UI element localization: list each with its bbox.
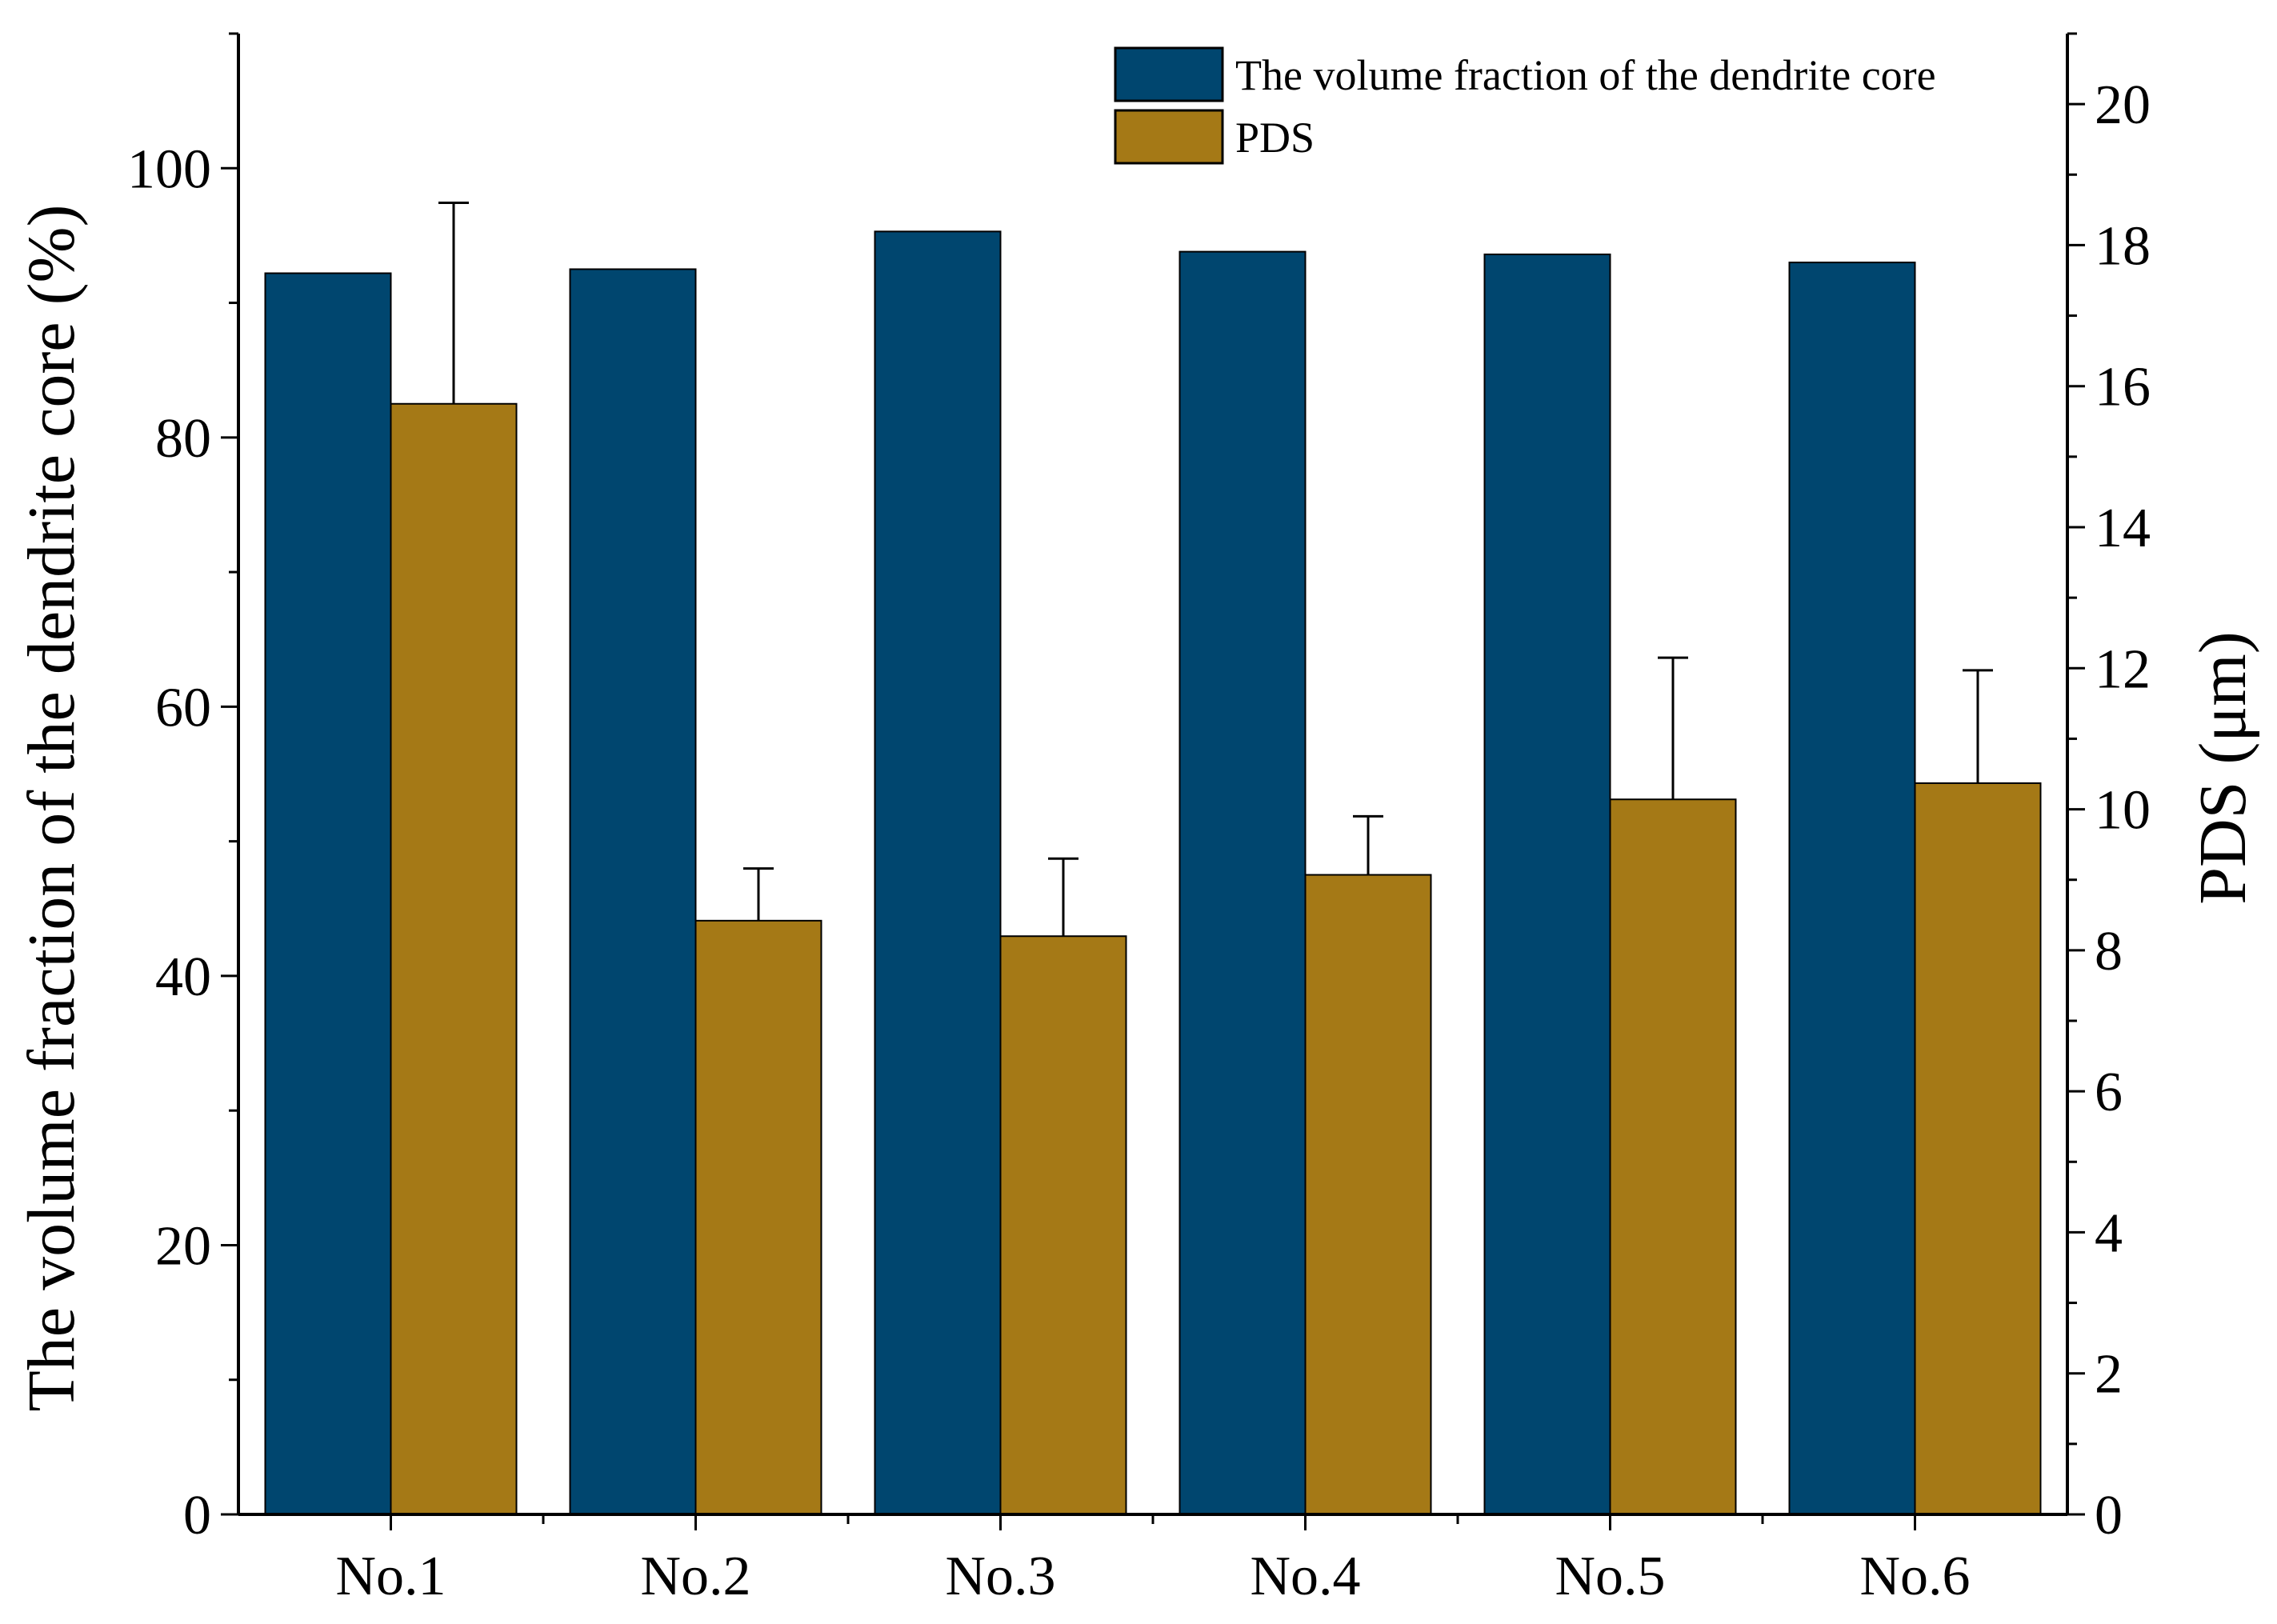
x-tick-label-4: No.4 (1250, 1546, 1360, 1607)
left-tick-label-40: 40 (155, 946, 211, 1008)
x-tick-label-1: No.1 (335, 1546, 446, 1607)
legend-label-pds: PDS (1235, 114, 1315, 162)
right-tick-label-16: 16 (2095, 357, 2151, 418)
right-tick-label-6: 6 (2095, 1062, 2123, 1123)
bar-volume-fraction-4 (1179, 250, 1307, 1515)
bar-volume-fraction-2 (569, 268, 697, 1515)
right-tick-label-20: 20 (2095, 74, 2151, 136)
bar-volume-fraction-6 (1788, 262, 1916, 1516)
right-tick-label-2: 2 (2095, 1344, 2123, 1406)
bar-pds-5 (1609, 798, 1737, 1515)
left-tick-label-0: 0 (183, 1485, 211, 1546)
bars-group (264, 230, 2042, 1516)
x-tick-label-5: No.5 (1555, 1546, 1665, 1607)
legend: The volume fraction of the dendrite core… (1114, 46, 1936, 165)
right-tick-label-0: 0 (2095, 1485, 2123, 1546)
bar-pds-4 (1304, 874, 1432, 1515)
bar-pds-1 (390, 402, 518, 1515)
right-tick-label-14: 14 (2095, 498, 2151, 559)
bar-volume-fraction-3 (874, 230, 1002, 1515)
axes-group: No.1 No.2 No.3 No.4 No.5 No.6 0 20 40 60 80 100 0 2 4 6… (127, 32, 2151, 1607)
legend-label-volume-fraction: The volume fraction of the dendrite core (1235, 51, 1936, 99)
right-tick-label-12: 12 (2095, 638, 2151, 700)
right-tick-label-8: 8 (2095, 921, 2123, 982)
left-tick-label-20: 20 (155, 1215, 211, 1277)
left-axis-title: The volume fraction of the dendrite core… (14, 204, 89, 1411)
bar-pds-3 (999, 935, 1127, 1515)
bar-pds-2 (694, 919, 822, 1515)
right-tick-label-4: 4 (2095, 1202, 2123, 1264)
legend-swatch-pds (1114, 109, 1224, 165)
left-tick-label-100: 100 (127, 138, 211, 200)
left-tick-label-60: 60 (155, 677, 211, 738)
right-tick-label-18: 18 (2095, 215, 2151, 277)
x-tick-label-6: No.6 (1859, 1546, 1970, 1607)
right-tick-label-10: 10 (2095, 780, 2151, 842)
x-tick-label-2: No.2 (640, 1546, 750, 1607)
bar-volume-fraction-5 (1483, 253, 1611, 1515)
bar-volume-fraction-1 (264, 272, 392, 1515)
right-axis-title: PDS (μm) (2186, 631, 2260, 904)
bar-pds-6 (1914, 782, 2042, 1515)
left-tick-label-80: 80 (155, 408, 211, 470)
legend-swatch-volume-fraction (1114, 46, 1224, 102)
error-bars-group (438, 202, 1993, 937)
x-tick-label-3: No.3 (945, 1546, 1055, 1607)
